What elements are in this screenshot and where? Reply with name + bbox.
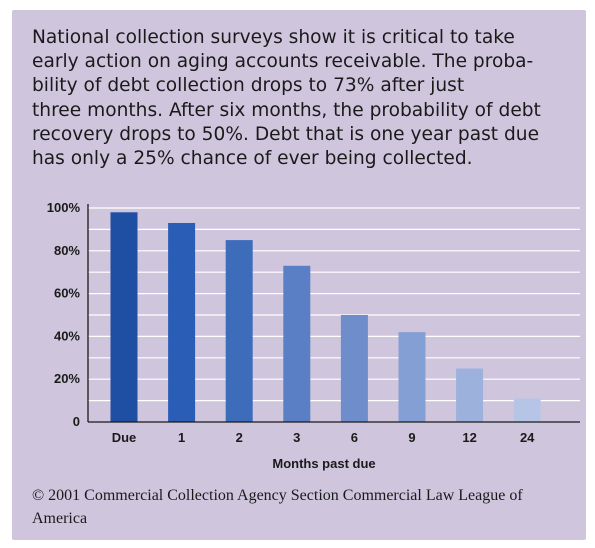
x-tick-label: 6 [351,430,358,445]
x-tick-label: 1 [178,430,185,445]
intro-line: bility of debt collection drops to 73% a… [32,75,465,97]
bar [225,240,253,422]
x-tick-label: 3 [293,430,300,445]
x-axis-title: Months past due [272,456,375,471]
intro-line: early action on aging accounts receivabl… [32,51,534,73]
y-tick-label: 0 [73,414,80,429]
x-tick-label: 9 [408,430,415,445]
intro-line: National collection surveys show it is c… [32,27,515,48]
y-tick-label: 100% [47,200,81,215]
intro-paragraph: National collection surveys show it is c… [32,26,580,171]
intro-line: has only a 25% chance of ever being coll… [32,148,473,170]
y-tick-label: 40% [54,328,80,343]
chart-panel: National collection surveys show it is c… [12,10,586,540]
bar [398,332,426,422]
intro-line: recovery drops to 50%. Debt that is one … [32,123,540,145]
bar [283,265,311,422]
bar [456,368,484,422]
bar [513,398,541,422]
x-tick-label: 24 [520,430,535,445]
bar [110,212,138,422]
y-tick-label: 60% [54,286,80,301]
y-tick-label: 20% [54,371,80,386]
bar [168,222,196,422]
bar [340,315,368,422]
x-tick-label: 12 [462,430,476,445]
source-credit: © 2001 Commercial Collection Agency Sect… [32,487,523,527]
x-tick-label: 2 [236,430,243,445]
intro-line: three months. After six months, the prob… [32,99,541,121]
y-tick-label: 80% [54,243,80,258]
x-tick-label: Due [112,430,137,445]
